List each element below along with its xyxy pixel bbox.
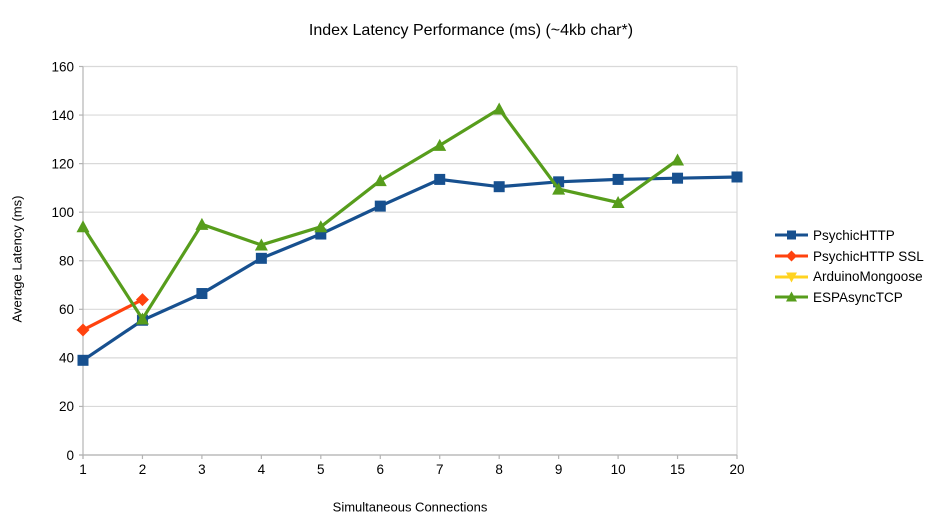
x-tick-label: 20 [729, 462, 744, 477]
x-tick-label: 7 [436, 462, 444, 477]
y-tick-label: 140 [51, 108, 74, 123]
legend-swatch-triangle-up-icon [775, 291, 808, 302]
x-tick-label: 1 [79, 462, 87, 477]
y-tick-label: 120 [51, 156, 74, 171]
square-marker-icon [196, 288, 208, 300]
legend-item-psychichttp-ssl: PsychicHTTP SSL [775, 246, 924, 267]
legend-label-psychichttp: PsychicHTTP [813, 227, 895, 243]
legend-label-psychichttp-ssl: PsychicHTTP SSL [813, 248, 924, 264]
triangle-up-marker-icon [611, 195, 625, 208]
legend-swatch-diamond-icon [775, 250, 808, 262]
triangle-up-marker-icon [195, 217, 209, 230]
legend-item-arduinomongoose: ArduinoMongoose [775, 266, 924, 287]
y-tick-label: 20 [59, 399, 74, 414]
square-marker-icon [731, 171, 743, 183]
square-marker-icon [434, 173, 446, 185]
triangle-up-marker-icon [671, 153, 685, 166]
square-marker-icon [672, 172, 684, 184]
triangle-up-marker-icon [135, 312, 149, 325]
y-tick-label: 160 [51, 59, 74, 74]
x-tick-label: 9 [555, 462, 563, 477]
triangle-up-marker-icon [492, 102, 506, 115]
x-tick-label: 3 [198, 462, 206, 477]
legend: PsychicHTTP PsychicHTTP SSL ArduinoMongoos… [775, 225, 924, 308]
legend-swatch-triangle-down-icon [775, 272, 808, 283]
x-tick-label: 15 [670, 462, 685, 477]
triangle-up-marker-icon [433, 138, 447, 151]
series-espasynctcp [76, 102, 685, 325]
legend-label-espasynctcp: ESPAsyncTCP [813, 289, 903, 305]
x-tick-label: 10 [611, 462, 626, 477]
square-marker-icon [77, 354, 89, 366]
triangle-up-marker-icon [254, 238, 268, 251]
legend-swatch-square-icon [775, 230, 808, 240]
x-tick-label: 8 [495, 462, 503, 477]
triangle-up-marker-icon [314, 220, 328, 233]
triangle-up-marker-icon [552, 182, 566, 195]
y-tick-label: 80 [59, 254, 74, 269]
x-tick-label: 6 [377, 462, 385, 477]
triangle-up-marker-icon [373, 174, 387, 187]
x-tick-label: 2 [139, 462, 147, 477]
triangle-up-marker-icon [76, 220, 90, 233]
diamond-marker-icon [76, 323, 90, 337]
legend-item-psychichttp: PsychicHTTP [775, 225, 924, 246]
square-marker-icon [612, 173, 624, 185]
x-tick-label: 4 [258, 462, 266, 477]
square-marker-icon [374, 200, 386, 212]
legend-item-espasynctcp: ESPAsyncTCP [775, 287, 924, 308]
series-line-espasynctcp [81, 106, 679, 323]
series-line-psychichttp [82, 175, 738, 362]
diamond-marker-icon [135, 293, 149, 307]
chart-title: Index Latency Performance (ms) (~4kb cha… [308, 22, 634, 39]
y-tick-label: 0 [66, 448, 74, 463]
x-tick-label: 5 [317, 462, 325, 477]
y-tick-label: 40 [59, 351, 74, 366]
y-tick-label: 100 [51, 205, 74, 220]
square-marker-icon [493, 181, 505, 193]
square-marker-icon [255, 252, 267, 264]
x-axis-title: Simultaneous Connections [332, 499, 488, 515]
legend-label-arduinomongoose: ArduinoMongoose [813, 269, 923, 285]
series-psychichttp [77, 171, 743, 366]
y-tick-label: 60 [59, 302, 74, 317]
